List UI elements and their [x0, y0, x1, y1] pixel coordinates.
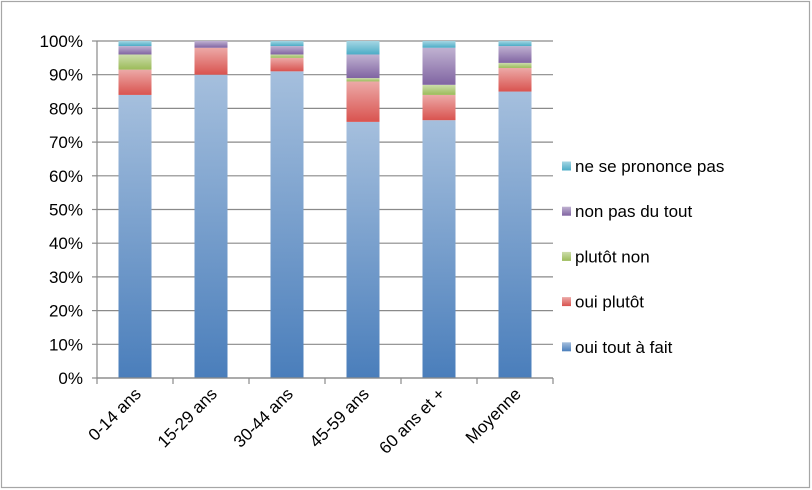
bar-segment-oui-tout-a-fait	[422, 120, 456, 378]
y-tick-label: 40%	[49, 234, 83, 253]
legend-item-plutot-non: plutôt non	[562, 247, 650, 266]
bar-segment-ne-se-prononce-pas	[270, 41, 304, 47]
y-tick-labels: 0% 10% 20% 30% 40% 50% 60% 70% 80% 90% 100%	[40, 32, 83, 388]
y-tick-label: 30%	[49, 268, 83, 287]
y-tick-label: 90%	[49, 66, 83, 85]
bar-segment-plutot-non	[346, 78, 380, 82]
bar-segment-ne-se-prononce-pas	[498, 41, 532, 47]
bar-segment-oui-plutot	[498, 67, 532, 92]
bar-segment-non-pas-du-tout	[422, 47, 456, 85]
bar-segment-non-pas-du-tout	[346, 54, 380, 79]
y-tick-label: 50%	[49, 201, 83, 220]
legend-label: oui tout à fait	[575, 338, 673, 357]
y-tick-label: 60%	[49, 167, 83, 186]
legend-label: oui plutôt	[575, 293, 644, 312]
bar-segment-oui-tout-a-fait	[346, 121, 380, 378]
bar-segment-plutot-non	[270, 54, 304, 58]
legend-item-non-pas-du-tout: non pas du tout	[562, 202, 692, 221]
bar-segment-ne-se-prononce-pas	[422, 41, 456, 48]
bar-segment-non-pas-du-tout	[498, 46, 532, 63]
legend-swatch	[562, 206, 571, 216]
legend: ne se prononce pas non pas du tout plutôt …	[562, 157, 724, 357]
legend-swatch	[562, 251, 571, 261]
axes	[92, 40, 554, 384]
bar-segment-ne-se-prononce-pas	[118, 41, 152, 47]
legend-item-oui-plutot: oui plutôt	[562, 293, 644, 312]
y-tick-label: 80%	[49, 99, 83, 118]
y-tick-label: 10%	[49, 335, 83, 354]
bar-segment-plutot-non	[118, 54, 152, 70]
bar-segment-oui-plutot	[346, 81, 380, 122]
bar-segment-ne-se-prononce-pas	[346, 41, 380, 55]
legend-label: ne se prononce pas	[575, 157, 724, 176]
bar-segment-oui-tout-a-fait	[498, 91, 532, 379]
y-tick-label: 20%	[49, 302, 83, 321]
y-tick-label: 0%	[58, 369, 83, 388]
legend-swatch	[562, 161, 571, 171]
legend-swatch	[562, 297, 571, 307]
legend-swatch	[562, 342, 571, 352]
bar-segment-plutot-non	[422, 84, 456, 95]
bar-segment-oui-plutot	[118, 69, 152, 95]
bar-segment-non-pas-du-tout	[270, 46, 304, 55]
legend-label: non pas du tout	[575, 202, 692, 221]
bar-segment-oui-tout-a-fait	[270, 71, 304, 378]
legend-item-oui-tout-a-fait: oui tout à fait	[562, 338, 673, 357]
y-tick-label: 70%	[49, 133, 83, 152]
bar-segment-non-pas-du-tout	[194, 41, 228, 48]
bar-segment-oui-plutot	[194, 47, 228, 75]
legend-label: plutôt non	[575, 247, 650, 266]
legend-item-ne-se-prononce-pas: ne se prononce pas	[562, 157, 724, 176]
bar-segment-non-pas-du-tout	[118, 46, 152, 55]
bars	[118, 41, 532, 379]
bar-segment-oui-tout-a-fait	[194, 74, 228, 378]
bar-segment-oui-plutot	[422, 94, 456, 121]
bar-segment-oui-tout-a-fait	[118, 94, 152, 379]
y-tick-label: 100%	[40, 32, 83, 51]
bar-segment-oui-plutot	[270, 57, 304, 72]
bar-segment-plutot-non	[498, 62, 532, 68]
